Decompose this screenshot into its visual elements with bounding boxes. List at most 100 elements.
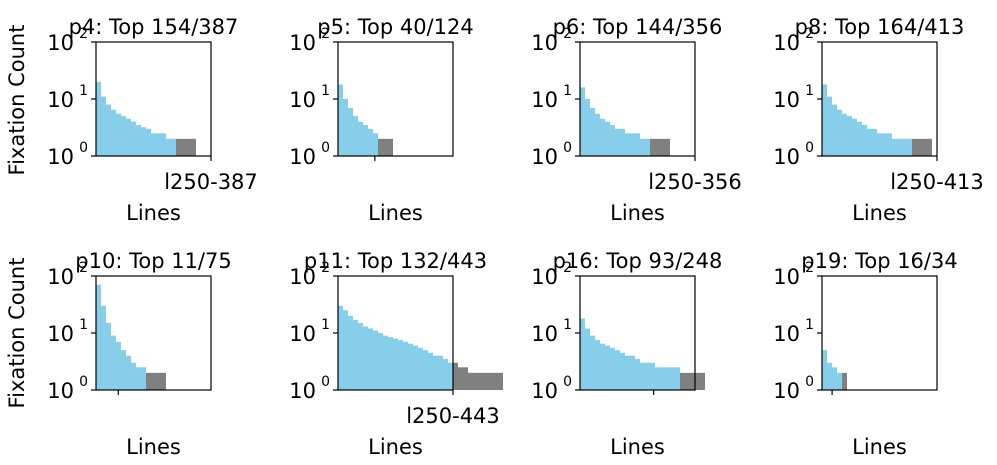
bar	[428, 352, 433, 390]
bar	[595, 113, 600, 156]
x-axis-label: Lines	[126, 201, 181, 225]
bar	[136, 367, 141, 390]
bar	[625, 355, 630, 390]
bar	[398, 340, 403, 390]
bar	[101, 305, 106, 390]
bar	[388, 138, 393, 156]
y-tick-label: 10	[289, 145, 316, 169]
bar	[448, 362, 453, 390]
bar	[383, 138, 388, 156]
bar	[585, 328, 590, 390]
bar	[353, 116, 358, 156]
y-tick-label: 10	[289, 88, 316, 112]
bar	[887, 133, 892, 156]
y-tick-label: 10	[47, 31, 74, 55]
bar	[418, 347, 423, 390]
bar	[378, 333, 383, 390]
bar	[877, 133, 882, 156]
x-axis-label: Lines	[368, 435, 423, 459]
bar	[136, 124, 141, 156]
y-tick-label: 10	[773, 265, 800, 289]
bar	[655, 367, 660, 390]
y-tick-label: 10	[289, 31, 316, 55]
y-tick-label: 10	[531, 145, 558, 169]
bar	[166, 138, 171, 156]
bar	[413, 345, 418, 390]
bar	[176, 138, 181, 156]
x-axis-label: Lines	[126, 435, 181, 459]
bar	[383, 335, 388, 390]
x-axis-label: Lines	[610, 435, 665, 459]
bar	[161, 133, 166, 156]
bar	[670, 367, 675, 390]
bar	[181, 138, 186, 156]
bar	[685, 372, 690, 390]
y-tick-label: 10	[773, 322, 800, 346]
y-tick-label: 10	[289, 322, 316, 346]
bar	[690, 372, 695, 390]
bar	[897, 138, 902, 156]
subplot-title: p5: Top 40/124	[317, 15, 473, 39]
bar	[483, 372, 488, 390]
bar	[580, 87, 585, 156]
bar	[373, 330, 378, 390]
bar	[473, 372, 478, 390]
y-tick-exponent: 0	[563, 374, 572, 390]
bar	[912, 138, 917, 156]
y-tick-exponent: 2	[79, 260, 88, 276]
bar	[630, 355, 635, 390]
x-tick-label: l250-356	[648, 170, 742, 194]
y-tick-label: 10	[47, 88, 74, 112]
y-tick-exponent: 1	[79, 317, 88, 333]
subplot-title: p11: Top 132/443	[304, 249, 487, 273]
bar	[847, 116, 852, 156]
bar	[353, 319, 358, 390]
y-tick-exponent: 1	[79, 83, 88, 99]
bar	[116, 113, 121, 156]
bar	[902, 138, 907, 156]
bar	[121, 350, 126, 390]
x-axis-label: Lines	[852, 201, 907, 225]
bar	[433, 355, 438, 390]
y-tick-label: 10	[531, 322, 558, 346]
bar	[842, 372, 847, 390]
y-tick-label: 10	[47, 265, 74, 289]
y-tick-exponent: 0	[79, 374, 88, 390]
bar	[141, 127, 146, 156]
bar	[111, 335, 116, 390]
bar	[96, 284, 101, 390]
bar	[393, 338, 398, 390]
y-tick-exponent: 1	[563, 317, 572, 333]
y-tick-exponent: 1	[321, 83, 330, 99]
bar	[338, 305, 343, 390]
subplot-title: p6: Top 144/356	[553, 15, 723, 39]
x-tick-label: l250-443	[406, 404, 500, 428]
y-tick-exponent: 2	[321, 260, 330, 276]
bar	[106, 104, 111, 156]
bar	[378, 138, 383, 156]
bar	[96, 81, 101, 156]
bar	[101, 96, 106, 156]
bar	[590, 107, 595, 156]
bar	[498, 372, 503, 390]
bar	[126, 355, 131, 390]
bar	[625, 133, 630, 156]
subplot-title: p4: Top 154/387	[69, 15, 239, 39]
bar	[665, 138, 670, 156]
bar	[610, 124, 615, 156]
y-tick-exponent: 1	[805, 83, 814, 99]
bar	[695, 372, 700, 390]
bar	[116, 341, 121, 390]
bar	[927, 138, 932, 156]
bar	[131, 121, 136, 156]
y-tick-exponent: 0	[321, 374, 330, 390]
bar	[595, 340, 600, 390]
bar	[438, 355, 443, 390]
bar	[635, 358, 640, 390]
y-tick-exponent: 2	[563, 26, 572, 42]
x-axis-label: Lines	[852, 435, 907, 459]
